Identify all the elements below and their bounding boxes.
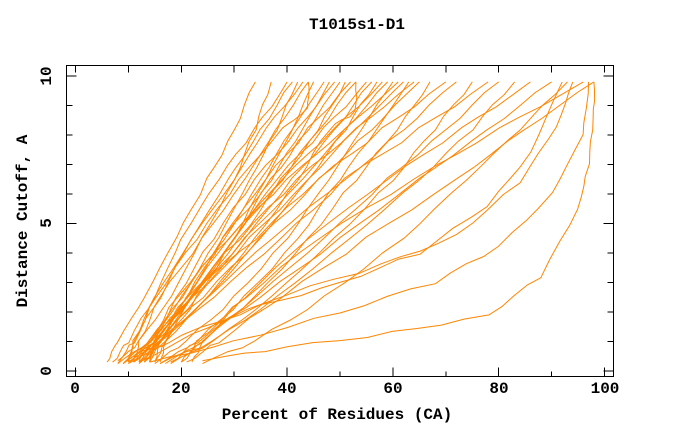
model-gdt-curve — [128, 81, 563, 365]
model-gdt-curve — [186, 81, 595, 363]
model-gdt-curve — [149, 81, 590, 363]
model-gdt-curve — [128, 81, 404, 363]
model-gdt-curve — [138, 81, 574, 363]
model-gdt-curve — [143, 81, 415, 363]
prediction-curves — [106, 81, 596, 365]
y-axis-label: Distance Cutoff, A — [14, 134, 32, 308]
model-gdt-curve — [154, 81, 394, 364]
x-axis-label: Percent of Residues (CA) — [221, 406, 453, 424]
plot-frame-and-ticks — [66, 65, 614, 377]
x-tick-label-40: 40 — [277, 380, 297, 398]
model-gdt-curve — [149, 81, 447, 363]
model-gdt-curve — [180, 81, 584, 363]
model-gdt-curve — [122, 81, 378, 365]
model-gdt-curve — [202, 81, 568, 365]
model-gdt-curve — [117, 81, 272, 364]
model-gdt-curve — [106, 81, 256, 363]
model-gdt-curve — [117, 81, 309, 362]
model-gdt-curve — [170, 81, 552, 363]
model-gdt-curve — [159, 81, 410, 365]
model-gdt-curve — [133, 81, 420, 363]
chart-title: T1015s1-D1 — [308, 16, 406, 34]
model-gdt-curve — [202, 81, 596, 362]
model-gdt-curve — [128, 81, 358, 364]
model-gdt-curve — [143, 81, 373, 363]
x-tick-label-0: 0 — [70, 380, 80, 398]
model-gdt-curve — [133, 81, 304, 363]
y-tick-label-0: 0 — [38, 366, 56, 376]
x-tick-label-60: 60 — [383, 380, 403, 398]
x-tick-label-100: 100 — [590, 380, 620, 398]
model-gdt-curve — [138, 81, 399, 363]
x-tick-label-20: 20 — [171, 380, 191, 398]
model-gdt-curve — [127, 81, 288, 363]
x-tick-label-80: 80 — [489, 380, 509, 398]
y-tick-label-10: 10 — [38, 66, 56, 86]
model-gdt-curve — [154, 81, 489, 363]
model-gdt-curve — [159, 81, 515, 365]
model-gdt-curve — [117, 81, 346, 364]
model-gdt-curve — [138, 81, 457, 363]
y-tick-label-5: 5 — [38, 218, 56, 228]
model-gdt-curve — [191, 81, 531, 363]
model-gdt-curve — [170, 81, 473, 365]
